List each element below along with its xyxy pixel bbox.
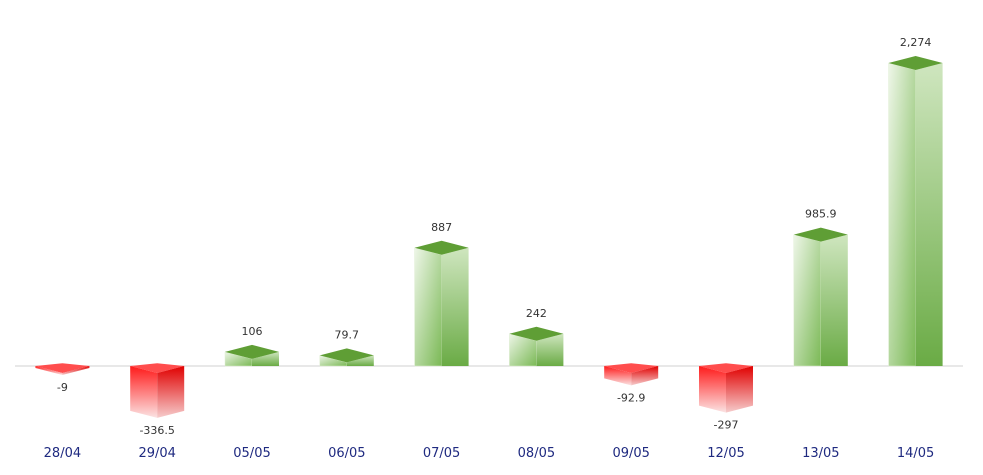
bar-side-face xyxy=(631,366,659,386)
bar-front-face xyxy=(793,234,822,367)
bar-front-face xyxy=(414,247,442,367)
x-tick-label: 06/05 xyxy=(328,446,365,461)
bar-top-face xyxy=(793,227,848,242)
bar-top-face xyxy=(35,363,90,373)
bar-top-face xyxy=(888,56,943,70)
x-tick-label: 28/04 xyxy=(44,446,81,461)
bar-side-face xyxy=(346,355,374,366)
bar-14-05 xyxy=(888,56,943,367)
bar-28-04 xyxy=(35,363,90,375)
bar-side-face xyxy=(726,366,753,413)
x-tick-label: 14/05 xyxy=(897,446,934,461)
bar-12-05 xyxy=(699,363,753,413)
value-label: 106 xyxy=(242,325,263,338)
bar-front-face xyxy=(35,366,63,375)
bar-07-05 xyxy=(414,240,469,367)
value-label: 985.9 xyxy=(805,208,837,221)
bar-top-face xyxy=(225,344,279,359)
bar-top-face xyxy=(699,363,753,373)
bar-13-05 xyxy=(793,227,848,367)
bar-front-face xyxy=(699,366,726,413)
x-tick-label: 29/04 xyxy=(138,446,175,461)
value-label: 887 xyxy=(431,221,452,234)
bar-side-face xyxy=(915,63,943,366)
bar-08-05 xyxy=(509,326,564,367)
bar-front-face xyxy=(888,62,916,367)
value-label: 79.7 xyxy=(335,328,360,341)
value-label: -336.5 xyxy=(139,424,174,437)
bar-top-face xyxy=(604,363,659,373)
value-label: -92.9 xyxy=(617,391,645,404)
bar-front-face xyxy=(130,366,158,418)
value-label: -297 xyxy=(714,419,739,432)
bar-side-face xyxy=(441,247,469,366)
bar-top-face xyxy=(414,240,469,255)
x-tick-label: 12/05 xyxy=(707,446,744,461)
value-label: -9 xyxy=(57,381,68,394)
bar-side-face xyxy=(62,366,90,375)
bar-front-face xyxy=(604,366,632,386)
bar-side-face xyxy=(157,366,185,418)
x-tick-label: 09/05 xyxy=(612,446,649,461)
bar-top-face xyxy=(509,326,564,341)
x-tick-label: 05/05 xyxy=(233,446,270,461)
value-label: 2,274 xyxy=(900,36,932,49)
bar-06-05 xyxy=(319,348,374,367)
value-label: 242 xyxy=(526,307,547,320)
bar-top-face xyxy=(319,348,374,363)
bar-05-05 xyxy=(224,344,279,367)
bar-29-04 xyxy=(130,363,185,418)
bar-side-face xyxy=(536,333,564,366)
x-tick-label: 08/05 xyxy=(518,446,555,461)
bar-09-05 xyxy=(604,363,659,386)
bar-side-face xyxy=(820,234,848,366)
x-tick-label: 07/05 xyxy=(423,446,460,461)
x-tick-label: 13/05 xyxy=(802,446,839,461)
bar-top-face xyxy=(130,363,185,373)
bar-side-face xyxy=(252,351,279,366)
